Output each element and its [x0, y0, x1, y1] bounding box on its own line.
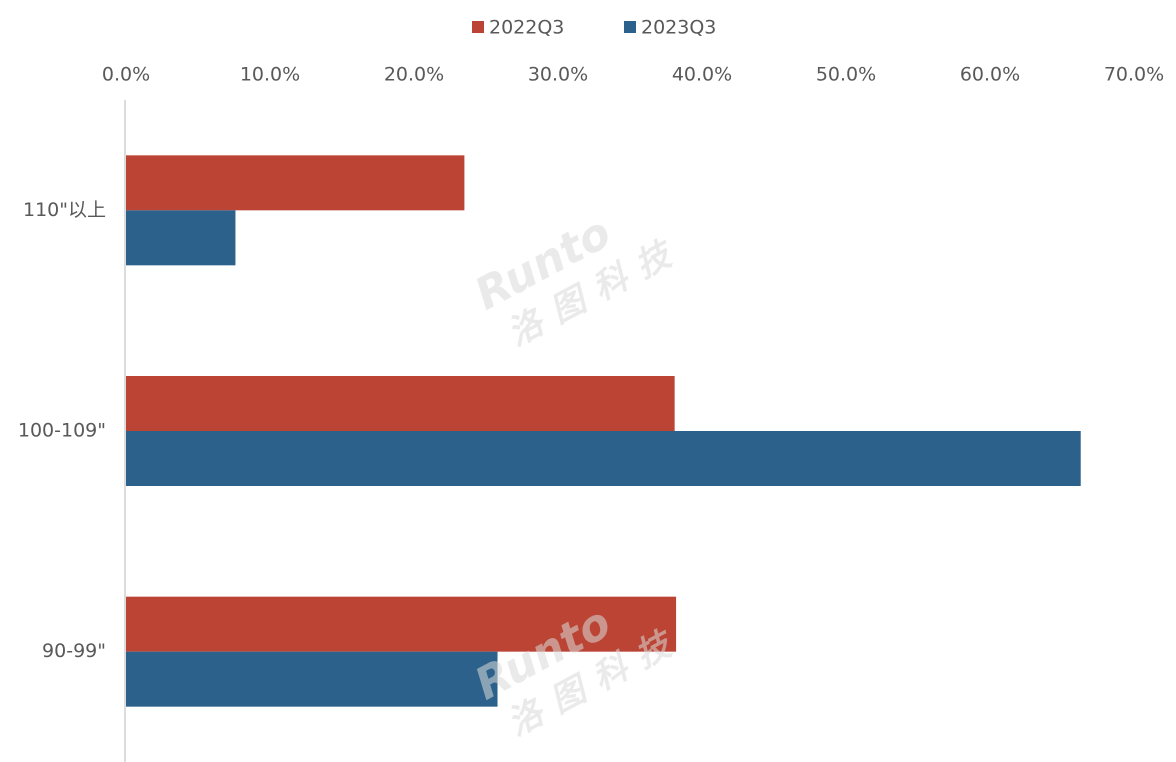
bar [126, 376, 675, 431]
legend-label: 2023Q3 [641, 17, 716, 39]
x-tick-label: 20.0% [384, 64, 444, 86]
y-tick-label: 90-99" [42, 640, 106, 662]
legend-swatch [472, 21, 484, 33]
y-tick-label: 100-109" [18, 420, 106, 442]
bar [126, 651, 498, 707]
bar [126, 431, 1081, 486]
bar [126, 596, 677, 652]
x-tick-label: 60.0% [960, 64, 1020, 86]
x-tick-label: 10.0% [240, 64, 300, 86]
legend-swatch [624, 21, 636, 33]
legend-label: 2022Q3 [489, 17, 564, 39]
x-tick-label: 40.0% [672, 64, 732, 86]
x-tick-label: 0.0% [102, 64, 150, 86]
x-tick-label: 70.0% [1104, 64, 1164, 86]
bar [126, 210, 236, 266]
y-tick-label: 110"以上 [23, 199, 106, 221]
bar [126, 155, 465, 211]
x-tick-label: 50.0% [816, 64, 876, 86]
x-tick-label: 30.0% [528, 64, 588, 86]
